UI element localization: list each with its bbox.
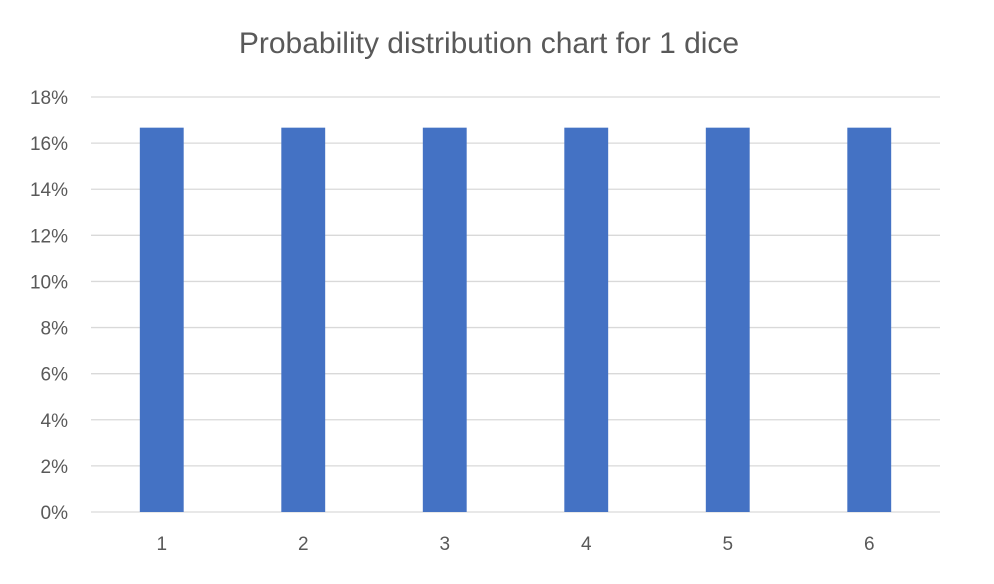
x-axis: 1 2 3 4 5 6	[156, 534, 874, 555]
x-tick-label: 4	[581, 534, 592, 555]
x-tick-label: 1	[156, 534, 167, 555]
y-tick-label: 0%	[41, 503, 69, 524]
bar-1	[139, 127, 184, 513]
x-tick-label: 2	[298, 534, 309, 555]
y-tick-label: 2%	[41, 457, 69, 478]
x-tick-label: 5	[722, 534, 733, 555]
y-tick-label: 4%	[41, 411, 69, 432]
y-tick-label: 6%	[41, 365, 69, 386]
y-tick-label: 16%	[30, 134, 68, 155]
x-tick-label: 3	[439, 534, 450, 555]
bar-6	[847, 127, 892, 513]
y-tick-label: 12%	[30, 226, 68, 247]
y-tick-label: 18%	[30, 88, 68, 109]
y-tick-label: 8%	[41, 319, 69, 340]
bar-2	[281, 127, 326, 513]
bar-4	[564, 127, 609, 513]
bars	[139, 127, 892, 513]
y-tick-label: 14%	[30, 180, 68, 201]
bar-3	[422, 127, 467, 513]
bar-5	[705, 127, 750, 513]
y-axis: 0% 2% 4% 6% 8% 10% 12% 14% 16% 18%	[30, 88, 68, 524]
gridlines	[91, 96, 940, 513]
x-tick-label: 6	[864, 534, 875, 555]
chart-title: Probability distribution chart for 1 dic…	[239, 27, 739, 60]
y-tick-label: 10%	[30, 272, 68, 293]
